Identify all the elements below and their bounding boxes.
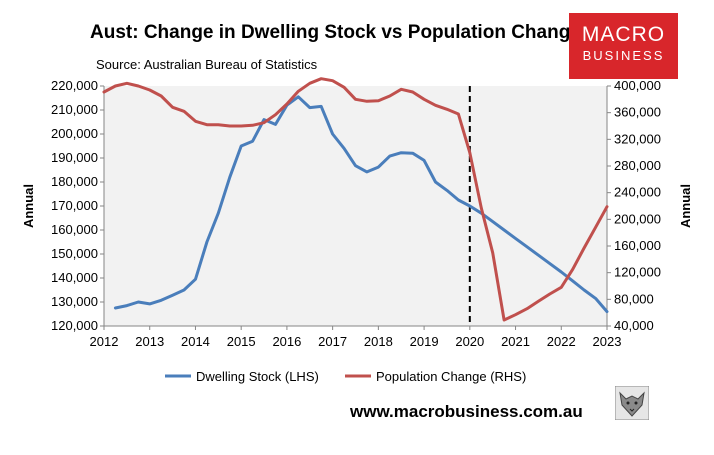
x-axis-tick-label: 2022 (547, 334, 576, 349)
right-axis-tick-label: 320,000 (614, 131, 661, 146)
chart-subtitle: Source: Australian Bureau of Statistics (96, 57, 318, 72)
logo-line-macro: MACRO (581, 23, 666, 46)
left-axis-tick-label: 150,000 (51, 246, 98, 261)
x-axis-tick-label: 2014 (181, 334, 210, 349)
right-axis-tick-label: 160,000 (614, 238, 661, 253)
plot-area (104, 86, 607, 326)
left-axis-tick-label: 180,000 (51, 174, 98, 189)
x-axis-tick-label: 2015 (227, 334, 256, 349)
logo-line-business: BUSINESS (582, 48, 665, 63)
left-axis-tick-label: 210,000 (51, 102, 98, 117)
macrobusiness-logo: MACRO BUSINESS (569, 13, 678, 79)
left-axis-tick-label: 200,000 (51, 126, 98, 141)
left-axis-tick-label: 140,000 (51, 270, 98, 285)
x-axis-tick-label: 2023 (593, 334, 622, 349)
right-axis-tick-label: 200,000 (614, 211, 661, 226)
right-axis-tick-label: 240,000 (614, 185, 661, 200)
right-axis-title: Annual (678, 184, 693, 228)
x-axis-tick-label: 2021 (501, 334, 530, 349)
left-axis-tick-label: 130,000 (51, 294, 98, 309)
chart-title: Aust: Change in Dwelling Stock vs Popula… (90, 22, 581, 43)
x-axis-tick-label: 2012 (90, 334, 119, 349)
x-axis-tick-label: 2013 (135, 334, 164, 349)
legend: Dwelling Stock (LHS) Population Change (R… (165, 369, 526, 384)
left-axis-tick-label: 120,000 (51, 318, 98, 333)
right-axis-tick-label: 400,000 (614, 78, 661, 93)
right-axis-tick-label: 360,000 (614, 105, 661, 120)
population-change-line (102, 77, 609, 322)
x-axis-tick-label: 2017 (318, 334, 347, 349)
left-axis-tick-label: 160,000 (51, 222, 98, 237)
legend-label-population-change: Population Change (RHS) (376, 369, 526, 384)
left-axis-tick-label: 170,000 (51, 198, 98, 213)
right-axis-tick-label: 280,000 (614, 158, 661, 173)
right-axis-tick-label: 40,000 (614, 318, 654, 333)
left-axis-title: Annual (21, 184, 36, 228)
wolf-logo-icon (615, 386, 649, 420)
left-axis-tick-label: 190,000 (51, 150, 98, 165)
x-axis-tick-label: 2019 (410, 334, 439, 349)
legend-label-dwelling-stock: Dwelling Stock (LHS) (196, 369, 319, 384)
dwelling-stock-line (113, 95, 609, 314)
x-axis-tick-label: 2020 (455, 334, 484, 349)
left-axis-tick-label: 220,000 (51, 78, 98, 93)
right-axis-tick-label: 80,000 (614, 291, 654, 306)
series-layer (102, 77, 609, 322)
right-axis-tick-label: 120,000 (614, 265, 661, 280)
x-axis-tick-label: 2018 (364, 334, 393, 349)
website-url: www.macrobusiness.com.au (350, 402, 583, 421)
x-axis-tick-label: 2016 (272, 334, 301, 349)
